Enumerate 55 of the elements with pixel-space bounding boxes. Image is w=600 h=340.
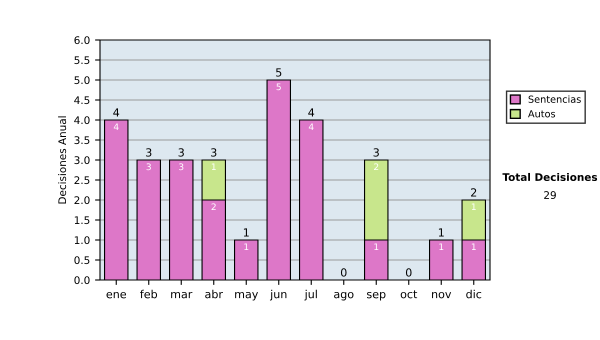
data-label: 1 xyxy=(244,243,248,250)
data-label: 4 xyxy=(308,123,314,130)
x-tick-label: nov xyxy=(432,292,452,298)
total-label: 1 xyxy=(438,228,444,236)
x-tick-label: feb xyxy=(140,290,158,298)
total-label: 3 xyxy=(211,148,216,157)
total-label: 3 xyxy=(146,148,152,157)
total-label: 0 xyxy=(406,268,412,277)
y-tick-label: 1.5 xyxy=(74,216,90,224)
y-tick-label: 2.5 xyxy=(74,176,90,184)
x-tick-label: oct xyxy=(400,290,418,298)
data-label: 2 xyxy=(374,163,378,170)
x-tick-label: abr xyxy=(205,290,223,298)
data-label: 3 xyxy=(179,163,184,170)
x-tick-label: jul xyxy=(304,290,317,300)
y-tick-label: 2.0 xyxy=(74,196,90,204)
data-label: 1 xyxy=(472,243,476,250)
y-tick-label: 0.5 xyxy=(74,256,90,264)
total-label: 1 xyxy=(244,228,249,236)
data-label: 2 xyxy=(212,203,216,210)
x-tick-label: ago xyxy=(334,292,354,300)
text: 29 xyxy=(544,191,556,200)
x-tick-label: mar xyxy=(171,292,192,298)
x-tick-label: may xyxy=(235,292,258,300)
legend-label: Sentencias xyxy=(528,95,581,103)
data-label: 3 xyxy=(146,163,151,170)
legend-label: Autos xyxy=(528,110,556,118)
total-label: 5 xyxy=(276,68,282,77)
data-label: 1 xyxy=(439,243,444,250)
total-label: 4 xyxy=(113,108,120,116)
x-tick-label: sep xyxy=(367,292,386,300)
total-label: 3 xyxy=(178,148,184,157)
y-tick-label: 0.0 xyxy=(74,276,90,284)
y-tick-label: 6.0 xyxy=(74,36,90,44)
y-tick-label: 3.0 xyxy=(74,156,90,164)
total-label: 3 xyxy=(374,148,379,157)
y-tick-label: 5.5 xyxy=(74,56,90,64)
total-label: 4 xyxy=(308,108,314,116)
y-tick-label: 4.5 xyxy=(74,96,90,104)
data-label: 1 xyxy=(212,163,216,170)
text: Total Decisiones xyxy=(502,172,598,182)
data-label: 5 xyxy=(276,83,281,90)
total-label: 2 xyxy=(471,188,476,196)
x-tick-label: jun xyxy=(270,290,286,300)
x-tick-label: dic xyxy=(466,290,482,298)
y-axis-title: Decisiones Anual xyxy=(58,116,66,204)
y-tick-label: 4.0 xyxy=(74,116,90,124)
y-tick-label: 1.0 xyxy=(74,236,90,244)
data-label: 1 xyxy=(374,243,378,250)
x-tick-label: ene xyxy=(106,292,126,298)
y-tick-label: 3.5 xyxy=(74,136,90,144)
data-label: 1 xyxy=(472,203,476,210)
y-tick-label: 5.0 xyxy=(74,76,90,84)
total-label: 0 xyxy=(340,268,347,277)
data-label: 4 xyxy=(114,123,119,130)
